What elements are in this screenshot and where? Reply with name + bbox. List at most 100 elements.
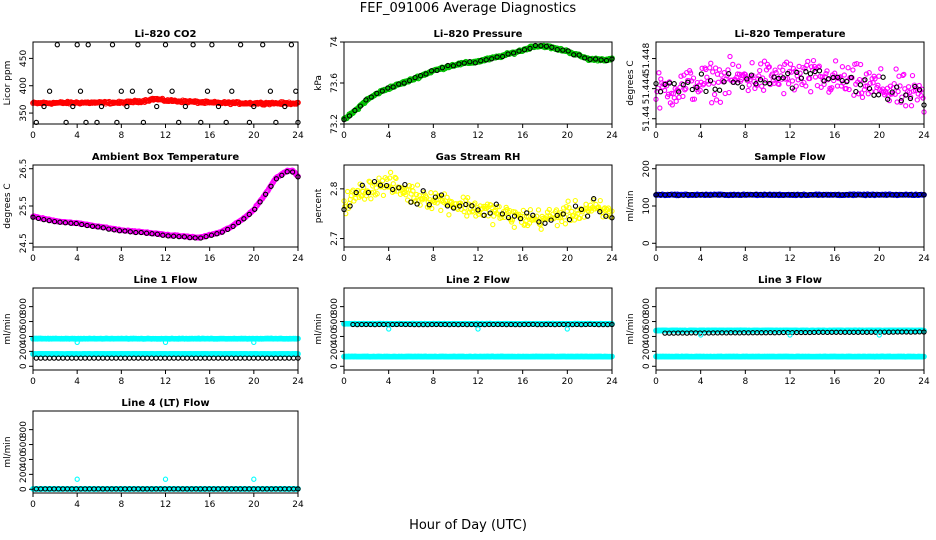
- data-point: [487, 210, 493, 216]
- data-point: [380, 192, 387, 199]
- x-tick-label: 8: [118, 500, 124, 510]
- data-point: [694, 84, 700, 90]
- data-point: [566, 205, 572, 211]
- data-point: [390, 181, 396, 187]
- data-point: [703, 88, 709, 95]
- data-point: [257, 199, 263, 205]
- data-point: [734, 71, 741, 77]
- y-tick-label: 24.5: [19, 233, 29, 253]
- panel-title: Gas Stream RH: [436, 152, 521, 163]
- data-point: [538, 226, 544, 232]
- data-point: [819, 74, 825, 80]
- x-tick-label: 20: [874, 131, 886, 141]
- y-tick-label: 350: [19, 104, 29, 121]
- data-point: [841, 72, 847, 78]
- data-point: [368, 94, 374, 100]
- data-point: [564, 326, 570, 332]
- data-point: [656, 70, 662, 76]
- data-point: [384, 176, 390, 182]
- data-point: [862, 77, 868, 83]
- data-point: [891, 81, 897, 87]
- x-tick-label: 16: [204, 377, 216, 387]
- data-point: [483, 57, 489, 63]
- y-tick-label: 800: [19, 421, 29, 438]
- data-point: [427, 197, 433, 203]
- data-point: [542, 220, 548, 226]
- y-axis-label: Licor ppm: [3, 61, 13, 106]
- x-tick-label: 8: [742, 131, 748, 141]
- data-point: [510, 50, 517, 56]
- data-point: [876, 332, 882, 338]
- y-tick-label: 800: [19, 298, 29, 315]
- data-point: [505, 51, 511, 57]
- data-point: [821, 78, 827, 84]
- data-point: [444, 194, 450, 201]
- plot-frame: [655, 164, 925, 248]
- data-point: [560, 47, 566, 53]
- x-tick-label: 8: [430, 254, 436, 264]
- y-tick-label: 600: [330, 313, 340, 330]
- y-axis-label: percent: [314, 188, 324, 223]
- data-point: [606, 208, 612, 215]
- data-point: [74, 476, 80, 482]
- data-point: [288, 42, 295, 48]
- data-point: [251, 103, 257, 110]
- data-point: [908, 103, 915, 109]
- data-point: [402, 181, 408, 188]
- data-point: [862, 83, 869, 89]
- data-point: [409, 183, 415, 190]
- data-point: [603, 213, 609, 219]
- x-tick-label: 24: [606, 377, 618, 387]
- data-point: [428, 68, 435, 74]
- data-point: [530, 212, 536, 218]
- series-raw: [341, 178, 615, 226]
- x-tick-label: 4: [74, 131, 80, 141]
- data-point: [595, 204, 602, 210]
- data-point: [376, 175, 382, 181]
- data-point: [875, 92, 882, 98]
- series-avg2: [341, 353, 615, 360]
- x-tick-label: 8: [430, 131, 436, 141]
- data-point: [170, 233, 177, 239]
- data-point: [268, 183, 274, 189]
- data-point: [726, 89, 732, 96]
- data-point: [377, 182, 384, 188]
- data-point: [397, 191, 404, 197]
- data-point: [438, 207, 444, 214]
- data-point: [662, 81, 668, 88]
- data-point: [118, 88, 124, 94]
- series-avg2: [653, 353, 927, 360]
- data-point: [187, 234, 193, 241]
- data-point: [181, 234, 188, 240]
- data-point: [441, 191, 448, 197]
- x-tick-label: 0: [653, 131, 659, 141]
- data-point: [570, 212, 577, 218]
- data-point: [396, 185, 402, 191]
- y-tick-label: 450: [19, 50, 29, 67]
- y-tick-label: 51.444: [642, 73, 652, 105]
- data-point: [685, 79, 691, 85]
- y-tick-label: 0: [642, 240, 652, 246]
- panel-title: Line 2 Flow: [446, 275, 510, 286]
- data-point: [900, 72, 906, 79]
- data-point: [413, 191, 420, 198]
- data-point: [565, 198, 571, 204]
- x-tick-label: 12: [160, 377, 171, 387]
- data-point: [51, 218, 58, 225]
- data-point: [760, 87, 767, 93]
- data-point: [789, 85, 795, 91]
- data-point: [903, 92, 909, 98]
- x-tick-label: 12: [472, 131, 483, 141]
- x-tick-label: 4: [698, 254, 704, 264]
- data-point: [472, 200, 478, 206]
- data-point: [680, 93, 686, 100]
- panel-title: Ambient Box Temperature: [92, 152, 239, 163]
- data-point: [169, 88, 175, 94]
- data-point: [807, 75, 813, 82]
- data-point: [162, 339, 169, 346]
- data-point: [489, 56, 495, 62]
- data-point: [162, 476, 169, 482]
- x-tick-label: 20: [248, 254, 260, 264]
- data-point: [165, 233, 171, 239]
